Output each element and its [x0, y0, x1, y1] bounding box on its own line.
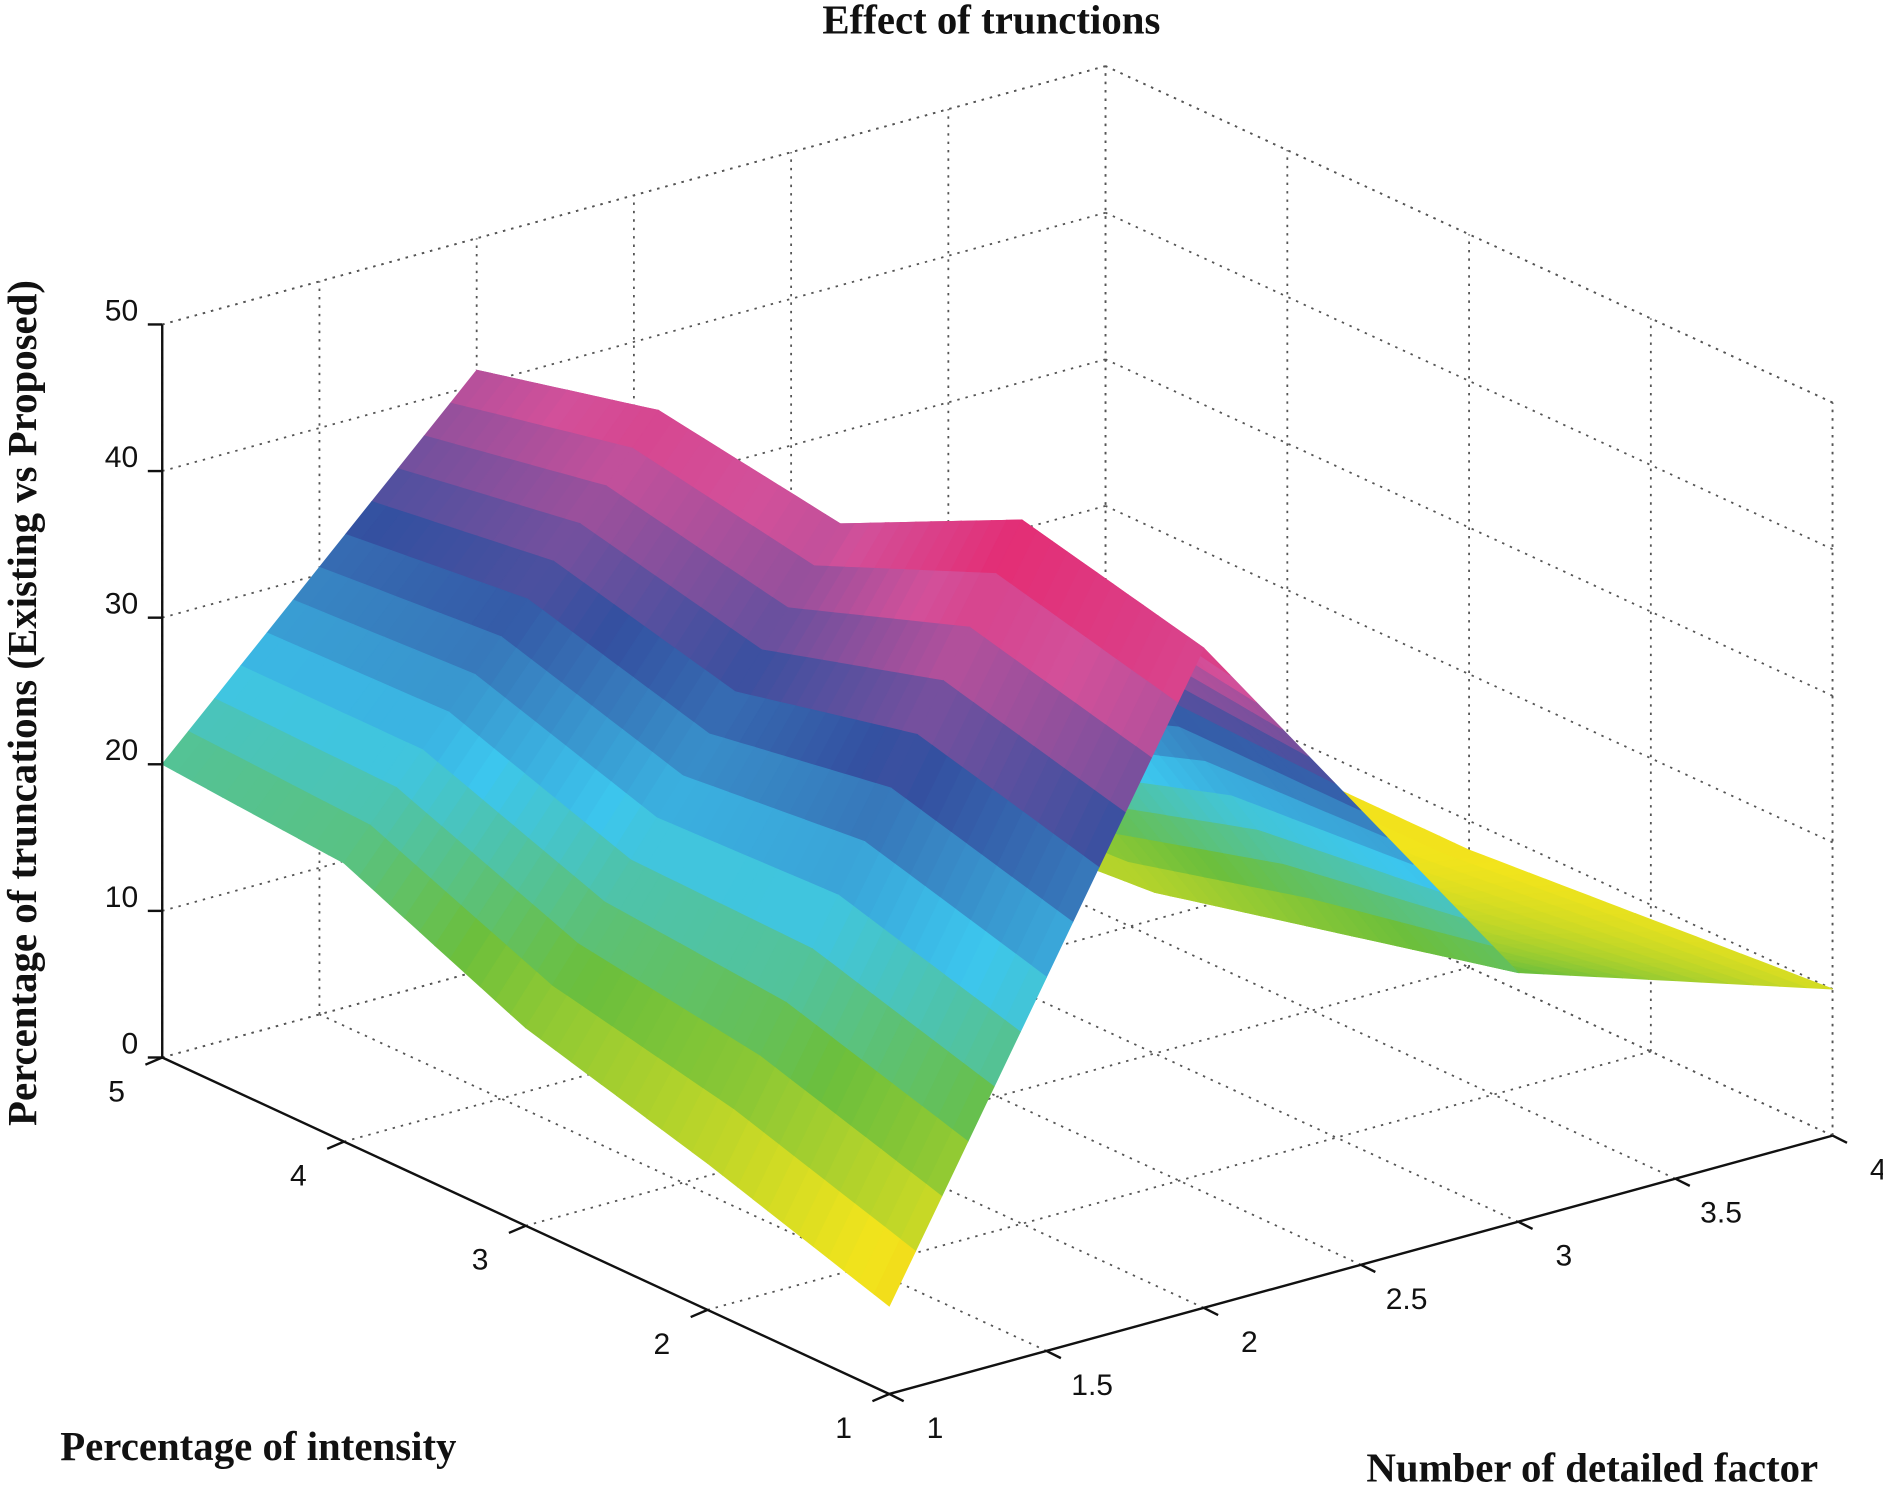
x-tick [888, 1392, 905, 1403]
x-tick [1045, 1349, 1062, 1360]
x-axis-label: Number of detailed factor [1366, 1445, 1818, 1490]
x-tick-label: 3 [1555, 1240, 1572, 1273]
z-tick-label: 0 [121, 1027, 138, 1060]
x-tick-label: 1 [927, 1412, 944, 1445]
y-tick [144, 1056, 163, 1066]
y-axis-label: Percentage of intensity [60, 1424, 457, 1469]
x-tick [1674, 1177, 1691, 1187]
z-tick-label: 20 [105, 734, 138, 767]
y-tick-label: 5 [108, 1075, 125, 1108]
z-tick-label: 10 [105, 881, 138, 914]
x-tick-label: 3.5 [1700, 1197, 1742, 1230]
z-tick-label: 40 [105, 441, 138, 474]
y-tick [508, 1224, 527, 1235]
y-tick [326, 1140, 345, 1150]
surface [161, 369, 1833, 1307]
y-tick-label: 3 [472, 1244, 489, 1277]
x-tick-label: 1.5 [1071, 1369, 1113, 1402]
y-tick [871, 1392, 890, 1403]
x-tick [1360, 1263, 1376, 1274]
grid-line [525, 966, 1470, 1227]
surface-patch [873, 1238, 917, 1307]
x-tick-label: 2 [1241, 1326, 1258, 1359]
grid-line [161, 211, 1106, 472]
z-tick-label: 30 [105, 588, 138, 621]
y-tick [690, 1308, 708, 1319]
box-edge [161, 65, 1106, 326]
chart-title: Effect of trunctions [822, 0, 1160, 42]
y-tick-label: 4 [290, 1160, 307, 1193]
x-tick [1517, 1220, 1534, 1231]
z-axis-label: Percentage of truncations (Existing vs P… [0, 280, 45, 1126]
x-tick-label: 4 [1870, 1154, 1883, 1187]
y-tick-label: 2 [653, 1328, 670, 1361]
grid-line [1105, 211, 1833, 550]
x-tick-label: 2.5 [1386, 1283, 1428, 1316]
z-tick-label: 50 [105, 294, 138, 327]
y-tick-label: 1 [835, 1412, 852, 1445]
axes: 0 10 20 30 40 50 1 2 3 4 5 1 1.5 2 2.5 3 3.5 4 [105, 294, 1883, 1445]
grid-line [707, 1050, 1652, 1311]
x-tick [1203, 1306, 1219, 1317]
x-tick [1832, 1134, 1848, 1144]
